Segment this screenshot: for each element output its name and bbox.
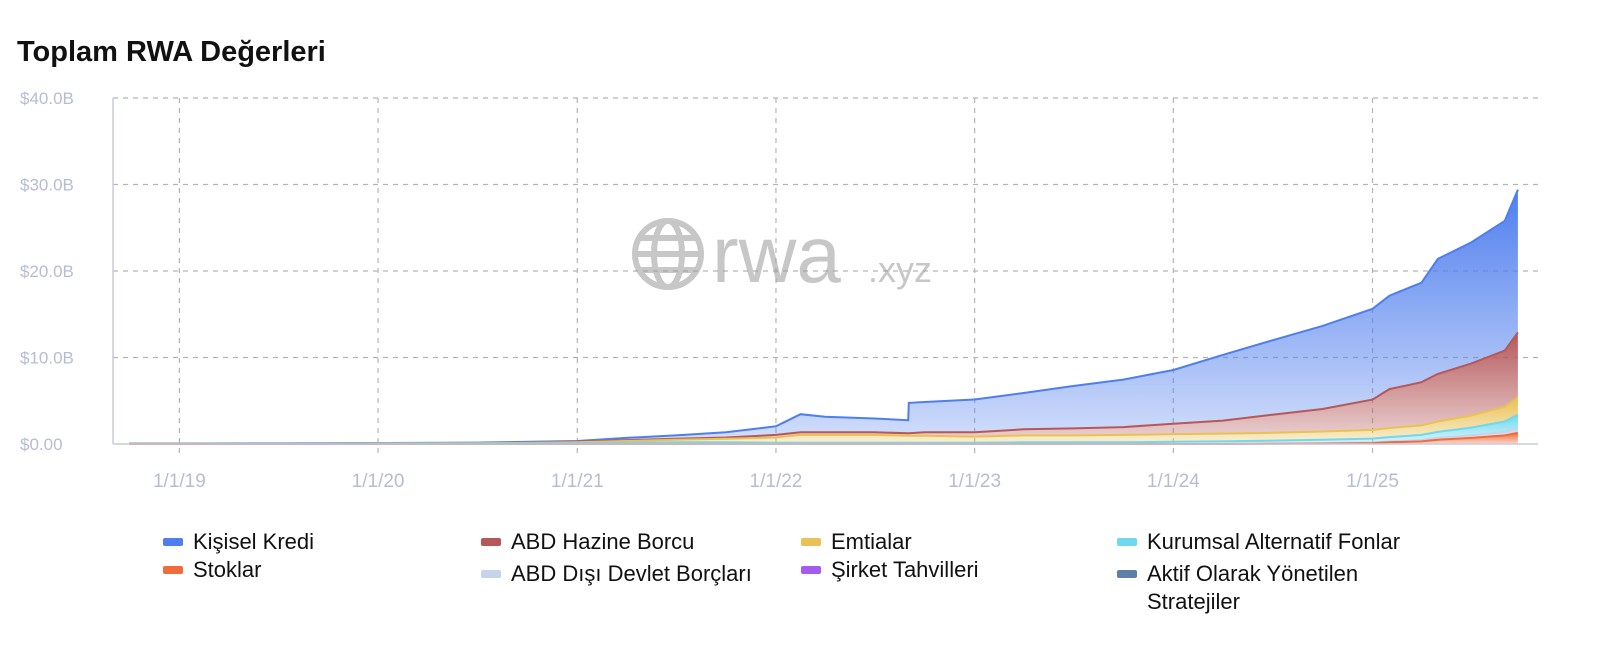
swatch-icon	[481, 570, 501, 578]
x-tick-label: 1/1/22	[750, 471, 803, 492]
legend-item[interactable]: Stoklar	[163, 556, 261, 584]
legend-item[interactable]: Kurumsal Alternatif Fonlar	[1117, 528, 1400, 556]
watermark-main: rwa	[712, 210, 841, 299]
swatch-icon	[163, 566, 183, 574]
swatch-icon	[163, 538, 183, 546]
legend-item[interactable]: ABD Dışı Devlet Borçları	[481, 560, 752, 588]
legend-label: Aktif Olarak Yönetilen Stratejiler	[1147, 561, 1359, 614]
legend-label: Kurumsal Alternatif Fonlar	[1147, 529, 1401, 554]
legend-label: ABD Hazine Borcu	[511, 529, 695, 554]
x-tick-label: 1/1/24	[1147, 471, 1200, 492]
swatch-icon	[1117, 538, 1137, 546]
x-tick-label: 1/1/23	[948, 471, 1001, 492]
y-tick-label: $20.0B	[20, 262, 74, 281]
y-tick-label: $30.0B	[20, 176, 74, 195]
swatch-icon	[801, 566, 821, 574]
watermark-suffix: .xyz	[868, 249, 932, 290]
legend-label: Kişisel Kredi	[193, 529, 315, 554]
legend-item[interactable]: Kişisel Kredi	[163, 528, 314, 556]
x-tick-label: 1/1/20	[352, 471, 405, 492]
legend-label: Şirket Tahvilleri	[831, 557, 979, 582]
legend-label: Emtialar	[831, 529, 912, 554]
y-tick-label: $0.00	[20, 435, 63, 454]
y-tick-label: $40.0B	[20, 89, 74, 108]
legend-item[interactable]: ABD Hazine Borcu	[481, 528, 694, 556]
page-title: Toplam RWA Değerleri	[17, 36, 326, 68]
legend-label: ABD Dışı Devlet Borçları	[511, 561, 752, 586]
globe-icon	[632, 218, 704, 290]
axes: $0.00 $10.0B $20.0B $30.0B $40.0B 1/1/19 1/1/2…	[20, 89, 1538, 492]
legend-item[interactable]: Şirket Tahvilleri	[801, 556, 979, 584]
swatch-icon	[801, 538, 821, 546]
watermark: rwa .xyz	[632, 210, 932, 299]
legend-item[interactable]: Emtialar	[801, 528, 912, 556]
legend-label: Stoklar	[193, 557, 262, 582]
y-tick-label: $10.0B	[20, 349, 74, 368]
x-tick-label: 1/1/25	[1346, 471, 1399, 492]
swatch-icon	[481, 538, 501, 546]
swatch-icon	[1117, 570, 1137, 578]
legend-item[interactable]: Aktif Olarak Yönetilen Stratejiler	[1117, 560, 1377, 616]
area-ki-isel-kredi	[129, 189, 1518, 444]
x-tick-label: 1/1/19	[153, 471, 206, 492]
x-tick-label: 1/1/21	[551, 471, 604, 492]
